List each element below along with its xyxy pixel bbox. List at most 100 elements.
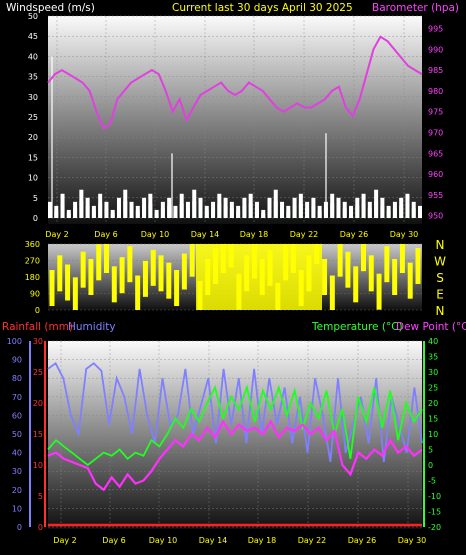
y-tick-label: 955 — [428, 191, 443, 200]
x-tick-label: Day 18 — [240, 230, 269, 239]
x-tick-label: Day 2 — [45, 230, 68, 239]
chart-title: Current last 30 days April 30 2025 — [172, 2, 353, 14]
y-tick-label: 20 — [428, 399, 438, 408]
y-tick-label: 0 — [33, 214, 38, 223]
y-tick-label: 50 — [28, 12, 38, 21]
y-tick-label: 950 — [428, 212, 443, 221]
barometer-y-tick-labels: 950 955 960 965 970 975 980 985 990 995 — [428, 24, 443, 220]
x-tick-label: Day 6 — [94, 230, 117, 239]
y-tick-label: 30 — [12, 467, 22, 476]
compass-letter: N — [436, 238, 445, 252]
barometer-line — [47, 35, 423, 130]
chart1-x-tick-labels: Day 2 Day 6 Day 10 Day 14 Day 18 Day 22 Day 26… — [45, 230, 418, 239]
x-tick-label: Day 10 — [141, 230, 170, 239]
y-tick-label: -5 — [428, 477, 436, 486]
y-tick-label: 5 — [33, 194, 38, 203]
y-tick-label: 25 — [428, 384, 438, 393]
y-tick-label: 15 — [33, 430, 43, 439]
chart3-plot-area — [48, 341, 422, 529]
direction-dense-block — [196, 244, 322, 310]
wind-y-tick-labels: 0 5 10 15 20 25 30 35 40 45 50 — [28, 12, 38, 223]
y-tick-label: 5 — [428, 446, 433, 455]
y-tick-label: 5 — [38, 492, 43, 501]
chart3-x-tick-labels: Day 2 Day 6 Day 10 Day 14 Day 18 Day 22 Day 26… — [53, 536, 426, 545]
rain-y-tick-labels: 0 5 10 15 20 25 30 — [33, 337, 43, 532]
y-tick-label: -20 — [428, 523, 441, 532]
y-tick-label: 0 — [38, 523, 43, 532]
temperature-series — [47, 384, 423, 467]
y-tick-label: 965 — [428, 149, 443, 158]
y-tick-label: 0 — [35, 306, 40, 315]
temperature-y-tick-labels: -20 -15 -10 -5 0 5 10 15 20 25 30 35 40 — [428, 337, 441, 532]
y-tick-label: 985 — [428, 66, 443, 75]
temperature-legend: Temperature (°C) — [311, 321, 403, 333]
rainfall-legend: Rainfall (mm) — [2, 321, 73, 333]
y-tick-label: 10 — [28, 174, 38, 183]
y-tick-label: 40 — [428, 337, 438, 346]
compass-letter: N — [436, 304, 445, 318]
temperature-line — [47, 384, 423, 467]
y-tick-label: 25 — [33, 368, 43, 377]
y-tick-label: -15 — [428, 508, 441, 517]
y-tick-label: 970 — [428, 128, 443, 137]
wind-direction-series — [49, 244, 421, 310]
barometer-axis-title: Barometer (hpa) — [372, 2, 459, 14]
compass-letter: W — [434, 255, 446, 269]
y-tick-label: 90 — [12, 356, 22, 365]
y-tick-label: 10 — [33, 461, 43, 470]
y-tick-label: 40 — [28, 52, 38, 61]
y-tick-label: 30 — [28, 93, 38, 102]
wind-axis-title: Windspeed (m/s) — [6, 2, 95, 14]
x-tick-label: Day 2 — [53, 536, 76, 545]
y-tick-label: 100 — [7, 337, 22, 346]
direction-y-tick-labels: 0 90 180 270 360 — [25, 240, 40, 315]
y-tick-label: 45 — [28, 32, 38, 41]
y-tick-label: 270 — [25, 257, 40, 266]
y-tick-label: 180 — [25, 273, 40, 282]
compass-letter: S — [436, 271, 444, 285]
y-tick-label: 35 — [28, 73, 38, 82]
humidity-legend: Humidity — [68, 321, 116, 333]
x-tick-label: Day 26 — [348, 536, 377, 545]
x-tick-label: Day 30 — [398, 536, 427, 545]
y-tick-label: 0 — [17, 523, 22, 532]
y-tick-label: 995 — [428, 24, 443, 33]
y-tick-label: 90 — [30, 290, 40, 299]
x-tick-label: Day 30 — [390, 230, 419, 239]
y-tick-label: 0 — [428, 461, 433, 470]
y-tick-label: -10 — [428, 492, 441, 501]
humidity-y-tick-labels: 0 10 20 30 40 50 60 70 80 90 100 — [7, 337, 22, 532]
y-tick-label: 360 — [25, 240, 40, 249]
x-tick-label: Day 22 — [298, 536, 327, 545]
x-tick-label: Day 26 — [340, 230, 369, 239]
chart1-plot-area — [48, 16, 422, 224]
chart1-gridlines — [48, 15, 422, 224]
y-tick-label: 20 — [33, 399, 43, 408]
y-tick-label: 10 — [428, 430, 438, 439]
y-tick-label: 20 — [28, 133, 38, 142]
y-tick-label: 40 — [12, 449, 22, 458]
y-tick-label: 975 — [428, 108, 443, 117]
barometer-series — [47, 35, 423, 130]
x-tick-label: Day 6 — [102, 536, 125, 545]
dewpoint-legend: Dew Point (°C) — [396, 321, 466, 333]
chart3-gridlines — [29, 340, 425, 528]
y-tick-label: 980 — [428, 87, 443, 96]
y-tick-label: 990 — [428, 45, 443, 54]
dewpoint-line — [47, 419, 423, 492]
y-tick-label: 15 — [28, 153, 38, 162]
y-tick-label: 30 — [428, 368, 438, 377]
y-tick-label: 30 — [33, 337, 43, 346]
y-tick-label: 960 — [428, 170, 443, 179]
x-tick-label: Day 14 — [199, 536, 228, 545]
y-tick-label: 20 — [12, 486, 22, 495]
y-tick-label: 35 — [428, 353, 438, 362]
x-tick-label: Day 22 — [290, 230, 319, 239]
windspeed-series — [48, 56, 422, 218]
compass-letter: E — [436, 288, 444, 302]
y-tick-label: 60 — [12, 411, 22, 420]
y-tick-label: 10 — [12, 504, 22, 513]
